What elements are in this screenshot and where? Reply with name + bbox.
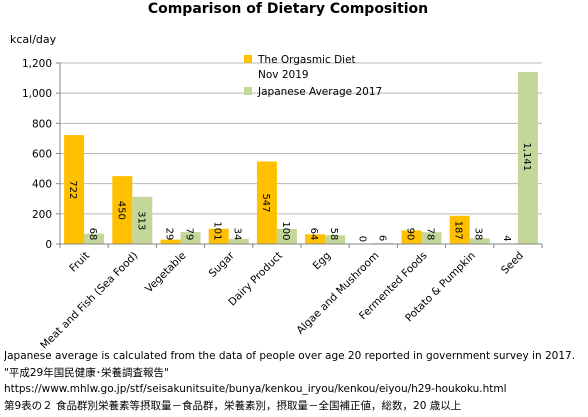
orgasmic-diet-bar: [208, 228, 229, 244]
y-tick-label: 0: [45, 239, 52, 251]
orgasmic-diet-value-label: 722: [67, 180, 78, 199]
legend-label-japanese-average: Japanese Average 2017: [257, 86, 382, 98]
orgasmic-diet-bar: [401, 230, 422, 244]
legend-swatch-japanese-average: [244, 87, 252, 95]
japanese-average-bar: [228, 238, 249, 244]
japanese-average-bar: [84, 233, 105, 244]
x-category-label: Vegetable: [143, 250, 189, 296]
x-category-label: Sugar: [207, 249, 238, 280]
japanese-average-value-label: 100: [280, 221, 291, 240]
japanese-average-value-label: 34: [232, 228, 243, 241]
orgasmic-diet-value-label: 450: [115, 201, 126, 220]
japanese-average-value-label: 58: [328, 228, 339, 241]
note-line-2: "平成29年国民健康･栄養調査報告": [4, 366, 169, 379]
orgasmic-diet-bar: [112, 176, 133, 244]
japanese-average-bar: [325, 235, 346, 244]
bars: [64, 71, 538, 244]
y-tick-label: 1,000: [22, 88, 52, 100]
data-labels: 722 450 29 101 547 64 0 90 187 4 68 313 79 34 100 58 6 78…: [67, 142, 532, 242]
japanese-average-bar: [132, 196, 153, 244]
dietary-composition-chart: Comparison of Dietary Composition kcal/d…: [10, 1, 543, 348]
japanese-average-value-label: 38: [473, 228, 484, 241]
orgasmic-diet-value-label: 0: [356, 236, 367, 242]
x-category-label: Seed: [499, 250, 526, 277]
y-axis-label: kcal/day: [10, 33, 57, 46]
x-category-label: Fruit: [67, 250, 92, 275]
japanese-average-value-label: 68: [87, 228, 98, 241]
note-line-4: 第9表の２ 食品群別栄養素等摂取量－食品群，栄養素別，摂取量－全国補正値，総数，…: [4, 399, 462, 412]
y-tick-label: 800: [32, 118, 52, 130]
y-tick-label: 400: [32, 179, 52, 191]
japanese-average-value-label: 79: [184, 228, 195, 241]
note-line-1: Japanese average is calculated from the …: [4, 350, 576, 362]
orgasmic-diet-value-label: 4: [501, 235, 512, 241]
orgasmic-diet-bar: [64, 135, 85, 244]
japanese-average-bar: [517, 71, 538, 244]
orgasmic-diet-bar: [305, 234, 326, 244]
legend-label-orgasmic-diet: The Orgasmic Diet: [257, 54, 356, 66]
orgasmic-diet-value-label: 187: [453, 221, 464, 240]
x-category-label: Egg: [311, 250, 334, 273]
japanese-average-bar: [276, 228, 297, 244]
orgasmic-diet-bar: [160, 239, 181, 244]
note-line-3: https://www.mhlw.go.jp/stf/seisakunitsui…: [4, 383, 507, 395]
orgasmic-diet-value-label: 29: [164, 228, 175, 241]
y-tick-label: 600: [32, 149, 52, 161]
gridlines: [60, 62, 542, 215]
axes: [56, 62, 543, 248]
japanese-average-value-label: 1,141: [521, 142, 532, 171]
orgasmic-diet-value-label: 64: [308, 228, 319, 241]
y-tick-label: 1,200: [22, 58, 52, 70]
japanese-average-bar: [421, 232, 442, 244]
y-tick-label: 200: [32, 209, 52, 221]
source-notes: Japanese average is calculated from the …: [4, 348, 588, 414]
y-axis-ticks: 0 200 400 600 800 1,000 1,200: [22, 58, 52, 251]
chart-title: Comparison of Dietary Composition: [148, 1, 428, 17]
japanese-average-value-label: 78: [425, 228, 436, 241]
x-category-label: Algae and Mushroom: [294, 250, 381, 337]
orgasmic-diet-bar: [449, 215, 470, 244]
orgasmic-diet-bar: [256, 161, 277, 244]
legend: The Orgasmic Diet Nov 2019 Japanese Averag…: [244, 54, 382, 98]
japanese-average-bar: [180, 232, 201, 244]
legend-swatch-orgasmic-diet: [244, 55, 252, 63]
japanese-average-bar: [469, 238, 490, 244]
x-category-label: Meat and Fish (Sea Food): [38, 250, 140, 348]
japanese-average-value-label: 6: [376, 235, 387, 241]
orgasmic-diet-value-label: 90: [405, 228, 416, 241]
legend-label-orgasmic-diet: Nov 2019: [258, 69, 309, 81]
orgasmic-diet-value-label: 101: [212, 221, 223, 240]
orgasmic-diet-value-label: 547: [260, 193, 271, 212]
japanese-average-value-label: 313: [135, 211, 146, 230]
